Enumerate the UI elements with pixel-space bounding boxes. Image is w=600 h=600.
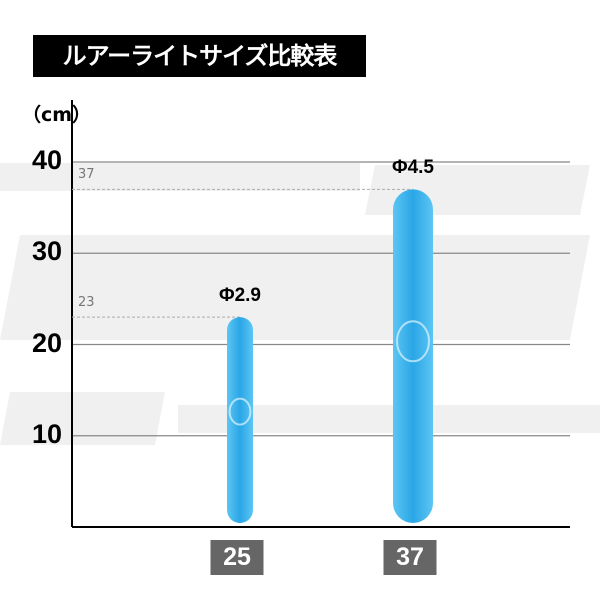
y-axis-unit: （cm） (22, 104, 92, 126)
bar-25 (227, 317, 253, 523)
y-tick-10: 10 (31, 418, 62, 449)
y-tick-20: 20 (31, 327, 62, 358)
y-tick-40: 40 (31, 145, 62, 175)
bubble-37 (396, 320, 430, 363)
category-label-37: 37 (383, 540, 437, 575)
y-tick-30: 30 (31, 236, 62, 267)
value-label-25: 23 (78, 295, 95, 311)
bar-37 (393, 189, 433, 523)
diameter-label-25: Φ2.9 (218, 285, 262, 307)
watermark-shapes (0, 163, 600, 445)
category-label-25: 25 (210, 540, 264, 575)
bubble-25 (228, 397, 252, 426)
chart-title: ルアーライトサイズ比較表 (33, 35, 366, 77)
diameter-label-37: Φ4.5 (391, 157, 435, 179)
value-label-37: 37 (78, 167, 95, 183)
